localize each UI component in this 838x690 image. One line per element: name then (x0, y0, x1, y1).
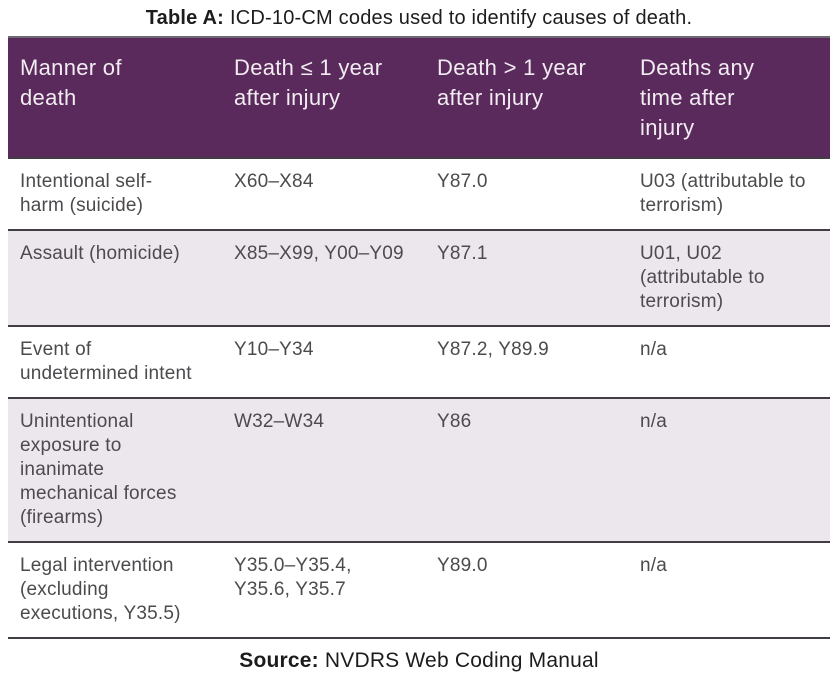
cell-codes-any-time: U03 (attributable to terrorism) (628, 158, 830, 230)
cell-codes-after-1yr: Y87.2, Y89.9 (425, 326, 628, 398)
icd-codes-table: Manner of death Death ≤ 1 year after inj… (8, 36, 830, 639)
cell-manner: Event of undetermined intent (8, 326, 222, 398)
cell-codes-any-time: n/a (628, 326, 830, 398)
cell-codes-1yr: W32–W34 (222, 398, 425, 542)
cell-manner: Legal intervention (excluding executions… (8, 542, 222, 638)
table-title-label: Table A: (145, 7, 224, 29)
header-cell-death-within-1-year: Death ≤ 1 year after injury (222, 36, 425, 158)
cell-manner: Unintentional exposure to inanimate mech… (8, 398, 222, 542)
table-row-undetermined: Event of undetermined intent Y10–Y34 Y87… (8, 326, 830, 398)
table-header: Manner of death Death ≤ 1 year after inj… (8, 36, 830, 158)
cell-codes-any-time: U01, U02 (attributable to terrorism) (628, 230, 830, 326)
cell-codes-1yr: Y10–Y34 (222, 326, 425, 398)
table-row-homicide: Assault (homicide) X85–X99, Y00–Y09 Y87.… (8, 230, 830, 326)
cell-codes-any-time: n/a (628, 398, 830, 542)
header-row: Manner of death Death ≤ 1 year after inj… (8, 36, 830, 158)
cell-manner: Intentional self-harm (suicide) (8, 158, 222, 230)
table-body: Intentional self-harm (suicide) X60–X84 … (8, 158, 830, 638)
cell-codes-1yr: Y35.0–Y35.4, Y35.6, Y35.7 (222, 542, 425, 638)
cell-codes-1yr: X60–X84 (222, 158, 425, 230)
cell-manner: Assault (homicide) (8, 230, 222, 326)
header-cell-deaths-any-time: Deaths any time after injury (628, 36, 830, 158)
cell-codes-after-1yr: Y86 (425, 398, 628, 542)
cell-codes-1yr: X85–X99, Y00–Y09 (222, 230, 425, 326)
table-title: Table A: ICD-10-CM codes used to identify… (0, 5, 838, 31)
source-text: NVDRS Web Coding Manual (324, 649, 599, 672)
source-label: Source: (239, 649, 319, 672)
cell-codes-after-1yr: Y87.1 (425, 230, 628, 326)
header-cell-death-after-1-year: Death > 1 year after injury (425, 36, 628, 158)
cell-codes-after-1yr: Y87.0 (425, 158, 628, 230)
table-row-unintentional: Unintentional exposure to inanimate mech… (8, 398, 830, 542)
source-note: Source: NVDRS Web Coding Manual (0, 648, 838, 674)
cell-codes-any-time: n/a (628, 542, 830, 638)
table-title-text: ICD-10-CM codes used to identify causes … (230, 7, 693, 29)
table-row-legal-intervention: Legal intervention (excluding executions… (8, 542, 830, 638)
header-cell-manner-of-death: Manner of death (8, 36, 222, 158)
cell-codes-after-1yr: Y89.0 (425, 542, 628, 638)
table-row-suicide: Intentional self-harm (suicide) X60–X84 … (8, 158, 830, 230)
